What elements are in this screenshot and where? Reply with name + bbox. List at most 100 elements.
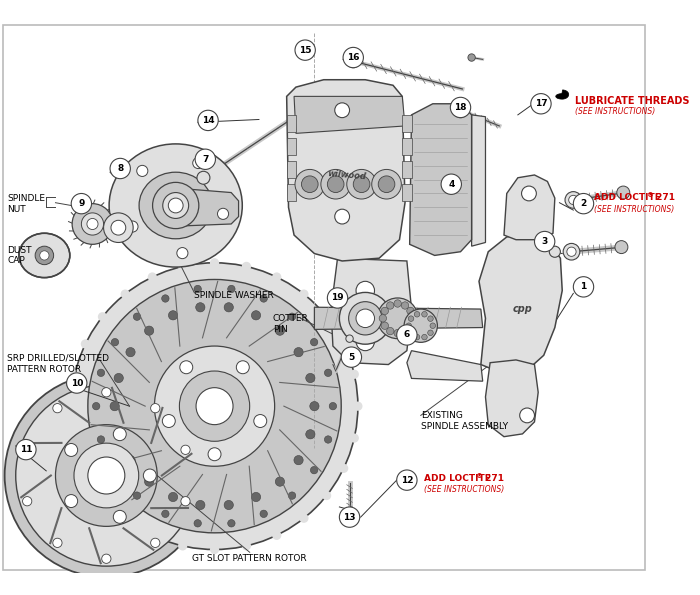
Polygon shape [287, 184, 296, 201]
Circle shape [180, 361, 193, 374]
Circle shape [52, 403, 62, 413]
Circle shape [275, 477, 285, 486]
Circle shape [350, 369, 359, 379]
Text: 3: 3 [542, 237, 548, 246]
Text: SPINDLE: SPINDLE [8, 195, 46, 203]
Circle shape [328, 288, 348, 308]
Circle shape [550, 246, 561, 257]
Circle shape [346, 335, 354, 342]
Circle shape [102, 554, 111, 563]
Circle shape [306, 430, 315, 439]
Circle shape [564, 243, 580, 260]
Circle shape [397, 470, 417, 490]
Circle shape [414, 312, 420, 317]
Circle shape [198, 110, 218, 130]
Circle shape [404, 309, 438, 342]
Circle shape [126, 347, 135, 357]
Text: COTTER: COTTER [273, 314, 309, 322]
Circle shape [322, 491, 331, 500]
Circle shape [408, 330, 414, 336]
Text: GT SLOT PATTERN ROTOR: GT SLOT PATTERN ROTOR [193, 554, 307, 563]
Circle shape [15, 440, 36, 460]
Text: 9: 9 [78, 199, 85, 208]
Circle shape [111, 466, 119, 474]
Circle shape [468, 54, 475, 61]
Text: wilwood: wilwood [327, 169, 367, 181]
Circle shape [573, 193, 594, 214]
Circle shape [228, 519, 235, 527]
Text: 19: 19 [331, 293, 344, 302]
Circle shape [457, 107, 464, 114]
Ellipse shape [19, 233, 70, 278]
Circle shape [153, 183, 199, 228]
Text: 18: 18 [454, 103, 467, 112]
Text: cpp: cpp [512, 304, 532, 314]
Circle shape [346, 55, 360, 68]
Circle shape [386, 302, 394, 309]
Circle shape [401, 327, 409, 335]
Circle shape [356, 332, 374, 350]
Circle shape [71, 193, 92, 214]
Circle shape [237, 361, 249, 374]
Circle shape [88, 457, 125, 494]
Circle shape [302, 176, 318, 193]
Circle shape [74, 443, 139, 508]
Circle shape [356, 309, 374, 328]
Circle shape [329, 402, 337, 410]
Circle shape [178, 262, 188, 271]
Circle shape [401, 302, 409, 309]
Circle shape [356, 281, 374, 300]
Circle shape [372, 170, 401, 199]
Circle shape [208, 448, 221, 461]
Circle shape [177, 248, 188, 259]
Circle shape [179, 371, 250, 441]
Circle shape [377, 298, 418, 339]
Text: PIN: PIN [273, 325, 288, 334]
Circle shape [71, 263, 358, 550]
Circle shape [522, 186, 536, 201]
Circle shape [354, 402, 363, 411]
Circle shape [310, 402, 319, 411]
Circle shape [155, 346, 274, 466]
Text: (SEE INSTRUCTIONS): (SEE INSTRUCTIONS) [424, 485, 504, 494]
Circle shape [407, 322, 414, 330]
Circle shape [294, 347, 303, 357]
Circle shape [22, 445, 32, 455]
Circle shape [66, 402, 76, 411]
Circle shape [136, 165, 148, 177]
Circle shape [162, 415, 175, 427]
Circle shape [144, 326, 154, 336]
Circle shape [98, 312, 107, 321]
Circle shape [195, 149, 216, 170]
Circle shape [110, 402, 119, 411]
Circle shape [306, 374, 315, 383]
Circle shape [295, 40, 315, 60]
Text: DUST: DUST [8, 246, 32, 255]
Polygon shape [287, 138, 296, 155]
Circle shape [5, 374, 208, 577]
Circle shape [104, 213, 133, 243]
Text: 14: 14 [202, 116, 214, 125]
Circle shape [150, 403, 160, 413]
Circle shape [379, 315, 386, 322]
Circle shape [169, 311, 178, 320]
Text: 5: 5 [349, 353, 354, 362]
Circle shape [300, 513, 309, 523]
Polygon shape [294, 96, 405, 133]
Circle shape [350, 433, 359, 443]
Text: (SEE INSTRUCTIONS): (SEE INSTRUCTIONS) [594, 205, 674, 214]
Polygon shape [472, 115, 486, 246]
Circle shape [340, 507, 360, 527]
Circle shape [196, 303, 205, 312]
Circle shape [168, 198, 183, 213]
Circle shape [169, 493, 178, 502]
Text: 16: 16 [347, 53, 360, 62]
Circle shape [133, 492, 141, 499]
Circle shape [254, 415, 267, 427]
Circle shape [92, 402, 100, 410]
Circle shape [181, 497, 190, 506]
Circle shape [127, 221, 138, 232]
Circle shape [120, 290, 130, 299]
Circle shape [568, 195, 578, 205]
Text: 271: 271 [653, 193, 675, 202]
